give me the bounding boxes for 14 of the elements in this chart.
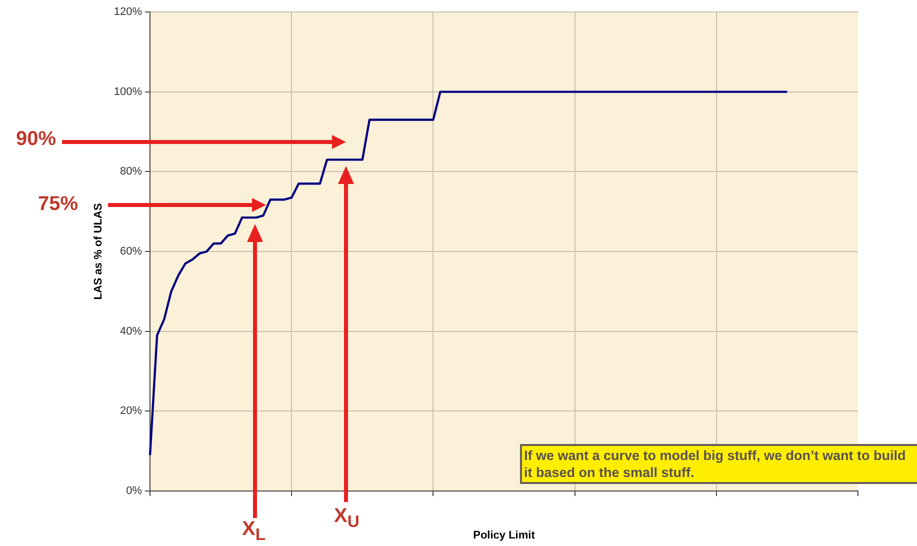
text: 90%	[16, 128, 56, 151]
y-tick-label: 0%	[126, 485, 142, 498]
y-axis-title: LAS as % of ULAS	[92, 203, 105, 300]
y-tick-label: 100%	[114, 86, 142, 98]
text: X$_{L}$	[242, 518, 266, 545]
y-tick-label: 20%	[120, 405, 142, 418]
annotation: If we want a curve to model big stuff, we don’t want to build it based on the small stuff.	[520, 444, 917, 484]
y-tick-label: 80%	[120, 166, 142, 178]
text: 75%	[38, 193, 78, 216]
y-tick-label: 40%	[120, 325, 142, 338]
y-tick-label: 120%	[114, 6, 142, 18]
text: X$_{U}$	[334, 505, 360, 532]
y-tick-label: 60%	[120, 246, 142, 258]
x-axis-title: Policy Limit	[473, 529, 536, 542]
